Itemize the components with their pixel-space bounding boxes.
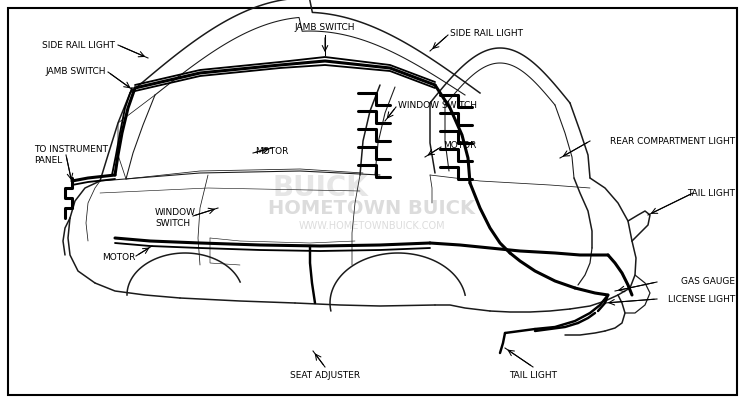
Text: GAS GAUGE: GAS GAUGE	[681, 278, 735, 287]
Text: LICENSE LIGHT: LICENSE LIGHT	[668, 295, 735, 303]
Text: TAIL LIGHT: TAIL LIGHT	[509, 370, 557, 380]
Text: JAMB SWITCH: JAMB SWITCH	[295, 23, 355, 33]
Text: SIDE RAIL LIGHT: SIDE RAIL LIGHT	[42, 40, 115, 50]
Text: SIDE RAIL LIGHT: SIDE RAIL LIGHT	[450, 29, 523, 37]
Text: SEAT ADJUSTER: SEAT ADJUSTER	[290, 370, 360, 380]
Text: MOTOR: MOTOR	[255, 147, 288, 156]
Text: WINDOW
SWITCH: WINDOW SWITCH	[155, 208, 196, 228]
Text: MOTOR: MOTOR	[102, 253, 136, 262]
Text: BUICK: BUICK	[272, 174, 368, 202]
Text: HOMETOWN BUICK: HOMETOWN BUICK	[268, 199, 475, 218]
Text: WWW.HOMETOWNBUICK.COM: WWW.HOMETOWNBUICK.COM	[299, 221, 446, 231]
Text: TO INSTRUMENT
PANEL: TO INSTRUMENT PANEL	[34, 145, 108, 165]
Text: JAMB SWITCH: JAMB SWITCH	[45, 67, 106, 77]
Text: TAIL LIGHT: TAIL LIGHT	[687, 189, 735, 197]
Text: REAR COMPARTMENT LIGHT: REAR COMPARTMENT LIGHT	[610, 137, 735, 145]
Text: MOTOR: MOTOR	[443, 141, 476, 150]
Text: WINDOW SWITCH: WINDOW SWITCH	[398, 100, 477, 110]
